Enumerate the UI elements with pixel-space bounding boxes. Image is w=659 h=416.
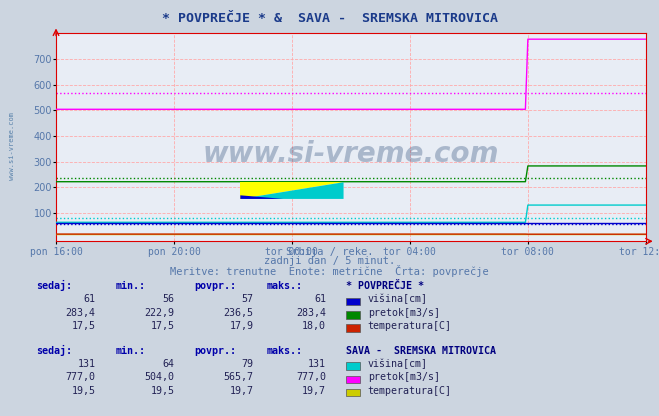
Text: 19,7: 19,7 bbox=[302, 386, 326, 396]
Text: Srbija / reke.: Srbija / reke. bbox=[286, 247, 373, 257]
Text: 61: 61 bbox=[84, 295, 96, 305]
Text: maks.:: maks.: bbox=[267, 346, 303, 356]
Text: 17,9: 17,9 bbox=[230, 321, 254, 331]
Text: zadnji dan / 5 minut.: zadnji dan / 5 minut. bbox=[264, 256, 395, 266]
Text: 565,7: 565,7 bbox=[223, 372, 254, 382]
Text: SAVA -  SREMSKA MITROVICA: SAVA - SREMSKA MITROVICA bbox=[346, 346, 496, 356]
Text: 777,0: 777,0 bbox=[65, 372, 96, 382]
Text: 777,0: 777,0 bbox=[296, 372, 326, 382]
Text: višina[cm]: višina[cm] bbox=[368, 294, 428, 305]
Text: www.si-vreme.com: www.si-vreme.com bbox=[9, 111, 14, 180]
Text: 17,5: 17,5 bbox=[72, 321, 96, 331]
Text: Meritve: trenutne  Enote: metrične  Črta: povprečje: Meritve: trenutne Enote: metrične Črta: … bbox=[170, 265, 489, 277]
Text: * POVPREČJE *: * POVPREČJE * bbox=[346, 281, 424, 291]
Text: povpr.:: povpr.: bbox=[194, 346, 237, 356]
Text: višina[cm]: višina[cm] bbox=[368, 359, 428, 369]
Text: 131: 131 bbox=[308, 359, 326, 369]
Text: 57: 57 bbox=[242, 295, 254, 305]
Text: 19,5: 19,5 bbox=[151, 386, 175, 396]
Text: 19,7: 19,7 bbox=[230, 386, 254, 396]
Text: 19,5: 19,5 bbox=[72, 386, 96, 396]
Text: 131: 131 bbox=[78, 359, 96, 369]
Text: 222,9: 222,9 bbox=[144, 308, 175, 318]
Text: www.si-vreme.com: www.si-vreme.com bbox=[203, 140, 499, 168]
Text: 64: 64 bbox=[163, 359, 175, 369]
Text: 61: 61 bbox=[314, 295, 326, 305]
Text: * POVPREČJE * &  SAVA -  SREMSKA MITROVICA: * POVPREČJE * & SAVA - SREMSKA MITROVICA bbox=[161, 12, 498, 25]
Text: 17,5: 17,5 bbox=[151, 321, 175, 331]
Polygon shape bbox=[241, 182, 343, 199]
Text: temperatura[C]: temperatura[C] bbox=[368, 321, 451, 331]
Text: 236,5: 236,5 bbox=[223, 308, 254, 318]
Text: 56: 56 bbox=[163, 295, 175, 305]
Text: min.:: min.: bbox=[115, 281, 146, 291]
Text: pretok[m3/s]: pretok[m3/s] bbox=[368, 308, 440, 318]
Text: 504,0: 504,0 bbox=[144, 372, 175, 382]
Text: maks.:: maks.: bbox=[267, 281, 303, 291]
Text: sedaj:: sedaj: bbox=[36, 280, 72, 291]
Text: 79: 79 bbox=[242, 359, 254, 369]
Text: 18,0: 18,0 bbox=[302, 321, 326, 331]
Text: povpr.:: povpr.: bbox=[194, 281, 237, 291]
Text: sedaj:: sedaj: bbox=[36, 344, 72, 356]
Text: 283,4: 283,4 bbox=[296, 308, 326, 318]
Text: pretok[m3/s]: pretok[m3/s] bbox=[368, 372, 440, 382]
Polygon shape bbox=[241, 196, 283, 199]
Polygon shape bbox=[241, 182, 343, 199]
Text: 283,4: 283,4 bbox=[65, 308, 96, 318]
Text: min.:: min.: bbox=[115, 346, 146, 356]
Text: temperatura[C]: temperatura[C] bbox=[368, 386, 451, 396]
